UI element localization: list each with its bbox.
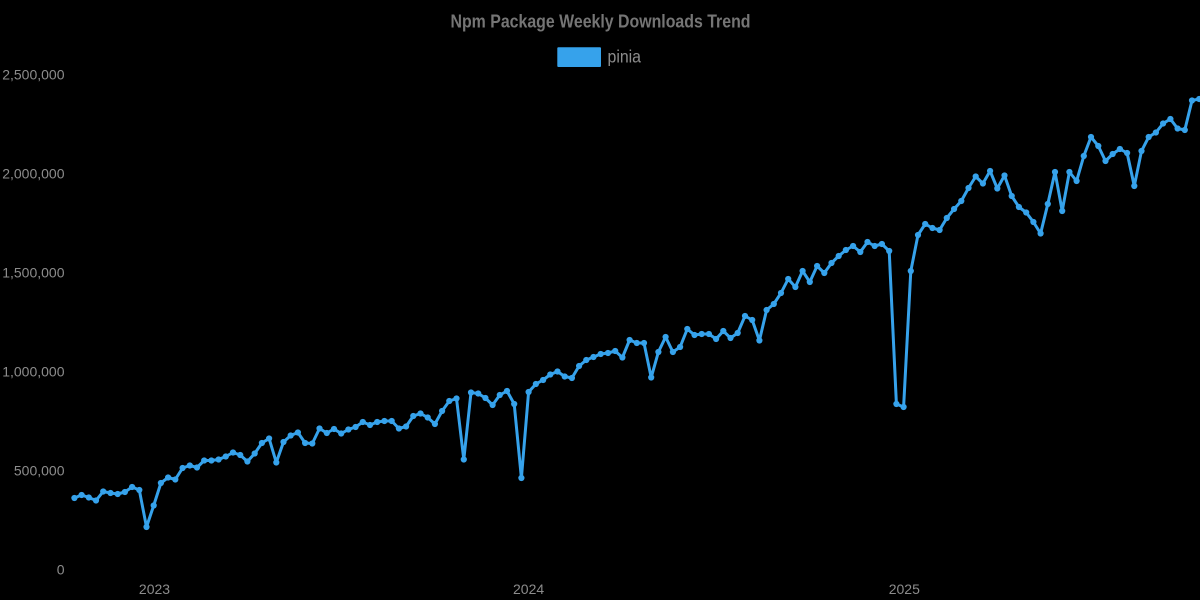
svg-text:2024: 2024 [513,581,544,597]
svg-text:Npm Package Weekly Downloads T: Npm Package Weekly Downloads Trend [451,10,751,31]
svg-text:2025: 2025 [889,581,920,597]
svg-text:2,500,000: 2,500,000 [2,67,64,83]
svg-text:pinia: pinia [608,47,642,67]
svg-text:500,000: 500,000 [14,463,65,479]
svg-text:2023: 2023 [139,581,170,597]
svg-text:1,000,000: 1,000,000 [2,364,64,380]
svg-text:2,000,000: 2,000,000 [2,166,64,182]
svg-text:1,500,000: 1,500,000 [2,265,64,281]
svg-text:0: 0 [57,562,65,578]
